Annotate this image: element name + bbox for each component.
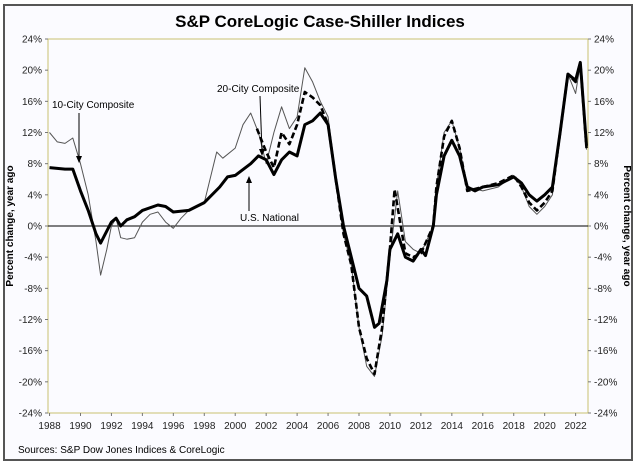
x-tick-label: 2006	[317, 421, 340, 432]
y-tick-label-left: -16%	[19, 346, 42, 357]
x-tick-label: 1988	[38, 421, 61, 432]
y-tick-label-left: -12%	[19, 315, 42, 326]
y-tick-label-right: 8%	[594, 159, 609, 170]
y-tick-label-right: 24%	[594, 35, 614, 46]
source-note: Sources: S&P Dow Jones Indices & CoreLog…	[18, 445, 225, 456]
x-tick-label: 1990	[69, 421, 92, 432]
x-tick-label: 2018	[503, 421, 526, 432]
x-tick-label: 2012	[410, 421, 433, 432]
y-tick-label-left: -20%	[19, 377, 42, 388]
y-tick-label-left: 24%	[22, 35, 42, 46]
y-tick-label-right: 0%	[594, 222, 609, 233]
y-tick-label-right: 4%	[594, 190, 609, 201]
annotation-20-city: 20-City Composite	[217, 84, 300, 95]
arrowhead-us-national	[246, 176, 252, 183]
x-tick-label: 2004	[286, 421, 309, 432]
series-line-20-city-composite	[255, 61, 588, 376]
arrowhead-10-city	[76, 156, 82, 163]
y-tick-label-left: -8%	[24, 284, 42, 295]
y-tick-label-left: 4%	[28, 190, 43, 201]
x-tick-label: 2022	[564, 421, 587, 432]
y-tick-label-left: 8%	[28, 159, 43, 170]
y-tick-label-left: 0%	[28, 222, 43, 233]
x-tick-label: 2016	[472, 421, 495, 432]
y-axis-label-left: Percent change, year ago	[5, 165, 16, 286]
y-tick-label-right: 20%	[594, 66, 614, 77]
y-tick-label-left: 20%	[22, 66, 42, 77]
x-tick-label: 1998	[193, 421, 216, 432]
x-tick-label: 1996	[162, 421, 185, 432]
y-tick-label-right: -4%	[594, 253, 612, 264]
x-tick-label: 2002	[255, 421, 278, 432]
y-tick-label-right: -8%	[594, 284, 612, 295]
x-tick-label: 1994	[131, 421, 154, 432]
series-line-10-city-composite	[49, 63, 587, 377]
x-tick-label: 2020	[534, 421, 557, 432]
arrowhead-20-city	[259, 149, 265, 156]
annotation-us-national: U.S. National	[240, 213, 299, 224]
y-tick-label-right: -24%	[594, 409, 617, 420]
series-line-u-s-national	[49, 60, 588, 329]
arrow-20-city	[259, 95, 263, 153]
chart-title: S&P CoreLogic Case-Shiller Indices	[175, 12, 465, 31]
y-tick-label-right: -16%	[594, 346, 617, 357]
y-tick-label-right: -20%	[594, 377, 617, 388]
x-tick-label: 2010	[379, 421, 402, 432]
annotation-10-city: 10-City Composite	[52, 100, 135, 111]
y-tick-label-right: 12%	[594, 128, 614, 139]
x-tick-label: 1992	[100, 421, 123, 432]
y-tick-label-left: 12%	[22, 128, 42, 139]
y-tick-label-left: -4%	[24, 253, 42, 264]
x-tick-label: 2014	[441, 421, 464, 432]
y-tick-label-right: -12%	[594, 315, 617, 326]
y-axis-label-right: Percent change, year ago	[621, 165, 632, 286]
x-tick-label: 2008	[348, 421, 371, 432]
chart-frame	[3, 4, 633, 461]
y-tick-label-right: 16%	[594, 97, 614, 108]
x-tick-label: 2000	[224, 421, 247, 432]
y-tick-label-left: -24%	[19, 409, 42, 420]
y-tick-label-left: 16%	[22, 97, 42, 108]
